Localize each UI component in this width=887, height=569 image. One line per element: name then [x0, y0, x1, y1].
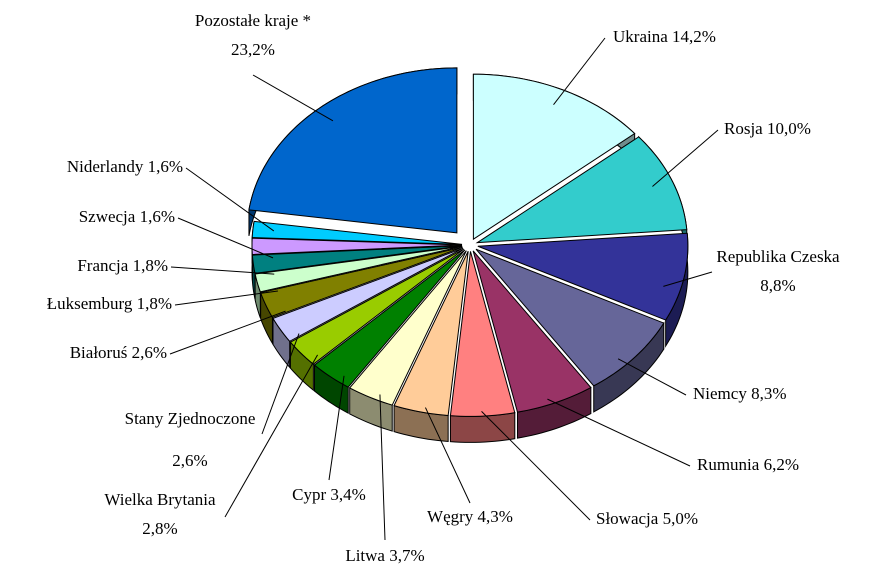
slice-label: Ukraina 14,2%	[613, 27, 716, 46]
category-label: Cypr	[292, 485, 326, 504]
leader-line	[174, 290, 278, 306]
category-label: Niemcy	[693, 384, 747, 403]
slice-label: Niemcy 8,3%	[693, 384, 787, 403]
slice-label: Białoruś 2,6%	[70, 343, 167, 362]
category-label: Szwecja	[79, 207, 136, 226]
slice	[475, 248, 665, 387]
value-label: 2,6%	[132, 343, 167, 362]
slice-label: Słowacja 5,0%	[596, 509, 698, 528]
slice-label: Rosja 10,0%	[724, 119, 811, 138]
slice-label: Łuksemburg 1,8%	[47, 294, 172, 313]
value-label: 4,3%	[478, 507, 513, 526]
category-label: Stany Zjednoczone	[125, 409, 256, 428]
slice	[259, 246, 463, 319]
value-label: 2,8%	[142, 519, 177, 538]
slice	[449, 251, 516, 417]
leader-line	[379, 394, 386, 541]
value-label: 1,6%	[140, 207, 175, 226]
leader-line	[177, 217, 274, 259]
leader-line	[547, 398, 691, 467]
leader-line	[252, 74, 334, 122]
category-label: Litwa	[345, 546, 385, 565]
slice-tops	[248, 67, 689, 417]
slice	[313, 249, 466, 388]
category-label: Niderlandy	[67, 157, 144, 176]
category-label: Wielka Brytania	[104, 490, 216, 509]
leader-line	[481, 410, 591, 521]
leader-line	[185, 167, 275, 232]
value-label: 10,0%	[767, 119, 811, 138]
slice	[475, 136, 688, 244]
slice	[272, 247, 464, 342]
value-label: 5,0%	[663, 509, 698, 528]
category-label: Węgry	[427, 507, 474, 526]
leader-line	[663, 271, 713, 287]
slice-label: Węgry 4,3%	[427, 507, 513, 526]
value-label: 3,7%	[389, 546, 424, 565]
category-label: Łuksemburg	[47, 294, 133, 313]
value-label: 6,2%	[764, 455, 799, 474]
leader-line	[169, 310, 286, 355]
slice-label: Niderlandy 1,6%	[67, 157, 183, 176]
value-label: 8,3%	[751, 384, 786, 403]
leader-line	[224, 354, 318, 518]
value-label: 1,8%	[133, 256, 168, 275]
slice-label: Francja 1,8%	[77, 256, 168, 275]
leader-line	[170, 266, 275, 275]
value-label: 14,2%	[672, 27, 716, 46]
leader-line	[261, 333, 300, 435]
category-label: Francja	[77, 256, 128, 275]
slice	[254, 245, 463, 293]
slice-label: Litwa 3,7%	[345, 546, 424, 565]
category-label: Rumunia	[697, 455, 760, 474]
category-label: Republika Czeska	[716, 247, 840, 266]
value-label: 23,2%	[231, 40, 275, 59]
slice	[251, 220, 463, 245]
category-label: Rosja	[724, 119, 763, 138]
category-label: Białoruś	[70, 343, 128, 362]
leader-line	[553, 37, 606, 106]
leader-line	[652, 129, 719, 187]
value-label: 1,8%	[137, 294, 172, 313]
slice	[251, 237, 463, 255]
leader-line	[617, 358, 687, 396]
value-label: 8,8%	[760, 276, 795, 295]
category-label: Ukraina	[613, 27, 668, 46]
slice-label: Cypr 3,4%	[292, 485, 366, 504]
slice	[248, 67, 458, 234]
slice	[472, 73, 636, 241]
value-label: 3,4%	[330, 485, 365, 504]
slice	[348, 250, 467, 406]
slice-side	[449, 412, 516, 443]
value-label: 2,6%	[172, 451, 207, 470]
slice-label: Szwecja 1,6%	[79, 207, 175, 226]
leader-line	[328, 375, 345, 481]
category-label: Pozostałe kraje *	[195, 11, 311, 30]
slice	[477, 232, 689, 321]
slice	[289, 248, 465, 365]
value-label: 1,6%	[148, 157, 183, 176]
category-label: Słowacja	[596, 509, 659, 528]
leader-line	[424, 407, 471, 504]
slice-label: Rumunia 6,2%	[697, 455, 799, 474]
slice	[393, 251, 469, 417]
